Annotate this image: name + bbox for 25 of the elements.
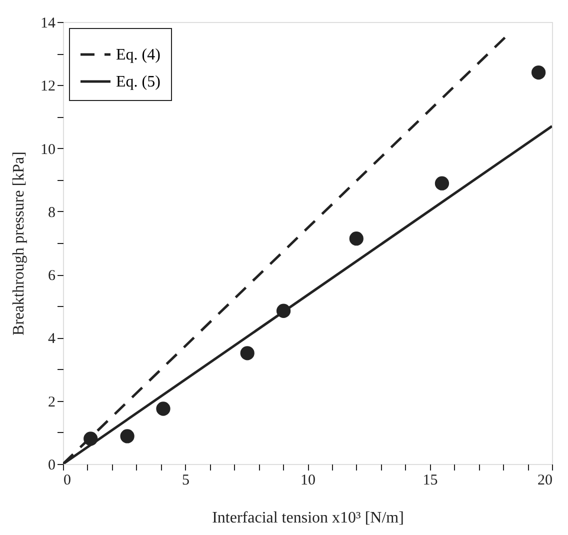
point [349,232,364,246]
point [240,346,254,360]
x-tick-label: 20 [538,472,552,488]
y-tick-label: 6 [48,268,56,284]
x-axis-title: Interfacial tension x10³ [N/m] [212,510,404,526]
legend-label: Eq. (4) [116,46,160,64]
x-tick-label: 5 [182,472,190,488]
x-tick-label: 15 [422,472,438,488]
x-tick-label: 10 [300,472,316,488]
point [531,65,546,80]
y-tick-label: 14 [40,16,56,32]
y-tick-label: 4 [48,331,56,348]
point [276,304,291,318]
y-tick-label: 8 [48,204,56,221]
x-tick-label: 0 [64,472,71,488]
y-tick-label: 10 [40,142,56,158]
y-axis-title: Breakthrough pressure [kPa] [10,152,28,336]
point [120,429,134,444]
y-tick-label: 0 [48,458,56,474]
legend-label: Eq. (5) [116,74,160,90]
point [84,432,98,446]
point [434,176,450,190]
y-tick-label: 12 [40,78,56,95]
y-tick-label: 2 [48,394,56,410]
point [156,402,170,416]
